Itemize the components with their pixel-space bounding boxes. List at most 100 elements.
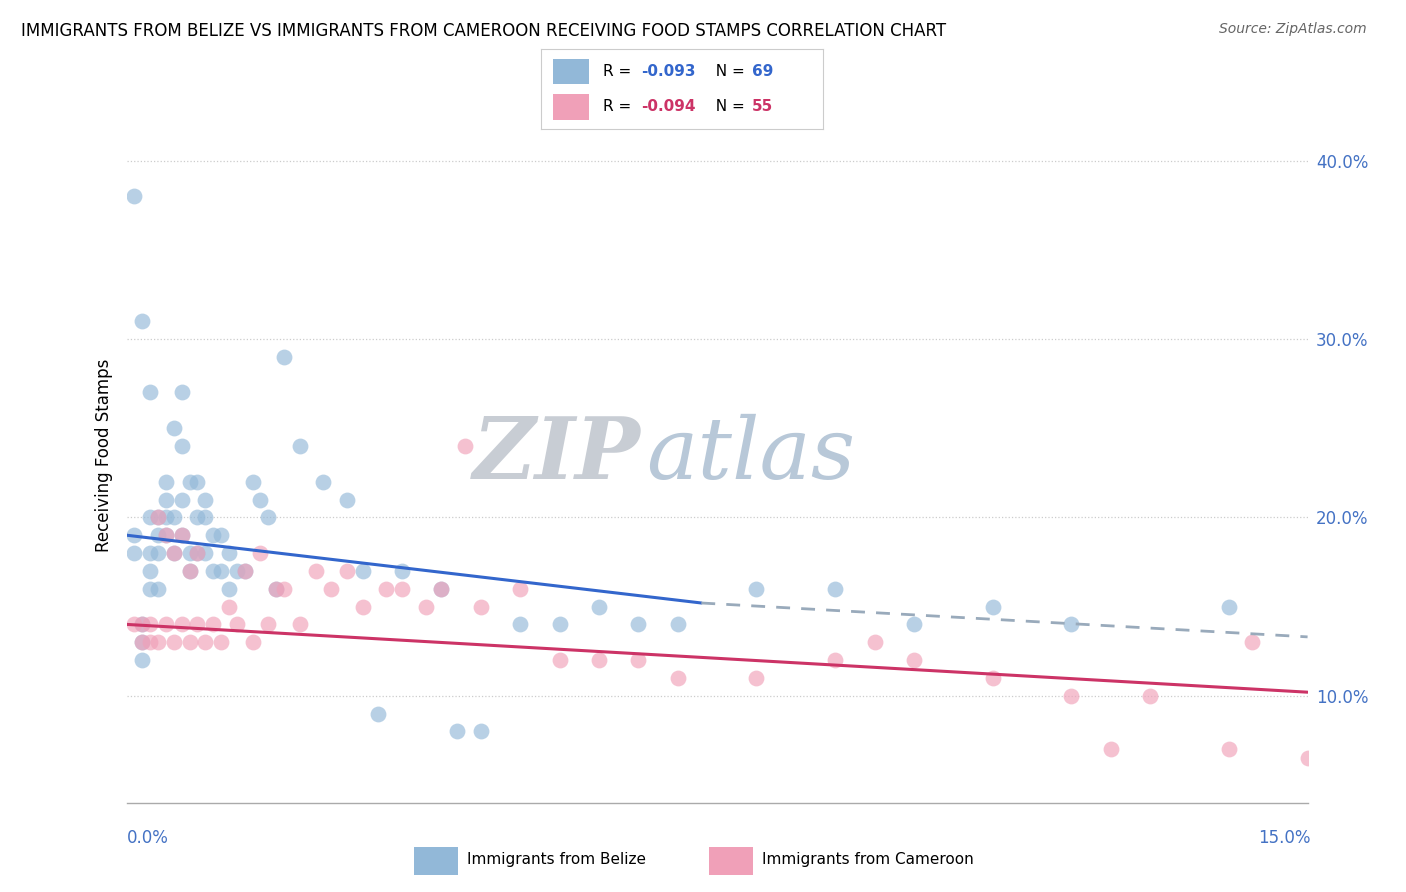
Point [146,546,169,560]
Point [548,653,571,667]
Point [186,546,208,560]
Point [163,421,186,435]
Point [163,546,186,560]
Text: Immigrants from Cameroon: Immigrants from Cameroon [762,853,974,867]
Point [264,582,287,596]
Point [131,635,153,649]
Point [179,635,201,649]
Point [146,582,169,596]
Point [242,635,264,649]
Point [1060,617,1083,632]
Point [225,617,247,632]
FancyBboxPatch shape [553,94,589,120]
Point [179,546,201,560]
Point [257,510,280,524]
Point [146,510,169,524]
Point [155,528,177,542]
Point [1296,751,1319,765]
Point [139,635,162,649]
Point [139,546,162,560]
Point [312,475,335,489]
Point [375,582,398,596]
Point [163,546,186,560]
Point [470,599,492,614]
Point [194,510,217,524]
Point [981,671,1004,685]
Point [1099,742,1122,756]
Point [202,617,225,632]
Point [824,582,846,596]
Point [139,617,162,632]
Point [202,564,225,578]
Point [249,492,271,507]
Point [257,617,280,632]
Point [863,635,886,649]
Point [446,724,468,739]
Point [194,635,217,649]
Point [194,492,217,507]
Point [430,582,453,596]
Point [903,653,925,667]
Point [367,706,389,721]
Point [155,475,177,489]
Point [588,599,610,614]
Y-axis label: Receiving Food Stamps: Receiving Food Stamps [94,359,112,551]
Point [170,492,193,507]
Point [249,546,271,560]
Text: atlas: atlas [647,414,855,496]
Point [179,564,201,578]
FancyBboxPatch shape [709,847,754,875]
Point [273,582,295,596]
Point [1218,742,1240,756]
Point [139,582,162,596]
Point [186,617,208,632]
Text: R =: R = [603,99,637,114]
Text: IMMIGRANTS FROM BELIZE VS IMMIGRANTS FROM CAMEROON RECEIVING FOOD STAMPS CORRELA: IMMIGRANTS FROM BELIZE VS IMMIGRANTS FRO… [21,22,946,40]
Point [470,724,492,739]
Point [903,617,925,632]
Point [124,189,146,203]
Point [666,671,689,685]
Point [454,439,477,453]
Point [745,582,768,596]
Point [155,528,177,542]
Text: 69: 69 [752,64,773,79]
Point [186,475,208,489]
Point [352,564,374,578]
Point [218,582,240,596]
Point [170,528,193,542]
Point [336,564,359,578]
Point [627,653,650,667]
Point [391,582,413,596]
Point [745,671,768,685]
Point [336,492,359,507]
Point [321,582,343,596]
Point [352,599,374,614]
Text: N =: N = [706,64,749,79]
Text: -0.094: -0.094 [641,99,696,114]
Point [163,635,186,649]
Point [179,475,201,489]
Point [170,385,193,400]
Point [139,385,162,400]
Point [218,546,240,560]
Point [155,617,177,632]
Point [218,599,240,614]
Point [588,653,610,667]
Point [139,564,162,578]
Point [548,617,571,632]
Point [124,528,146,542]
Point [242,475,264,489]
Text: 0.0%: 0.0% [127,829,169,847]
Point [288,617,311,632]
Point [179,564,201,578]
Point [1218,599,1240,614]
Point [824,653,846,667]
Point [209,528,232,542]
Point [146,528,169,542]
Point [1241,635,1264,649]
Point [155,492,177,507]
Point [666,617,689,632]
Point [170,617,193,632]
Text: 15.0%: 15.0% [1258,829,1310,847]
